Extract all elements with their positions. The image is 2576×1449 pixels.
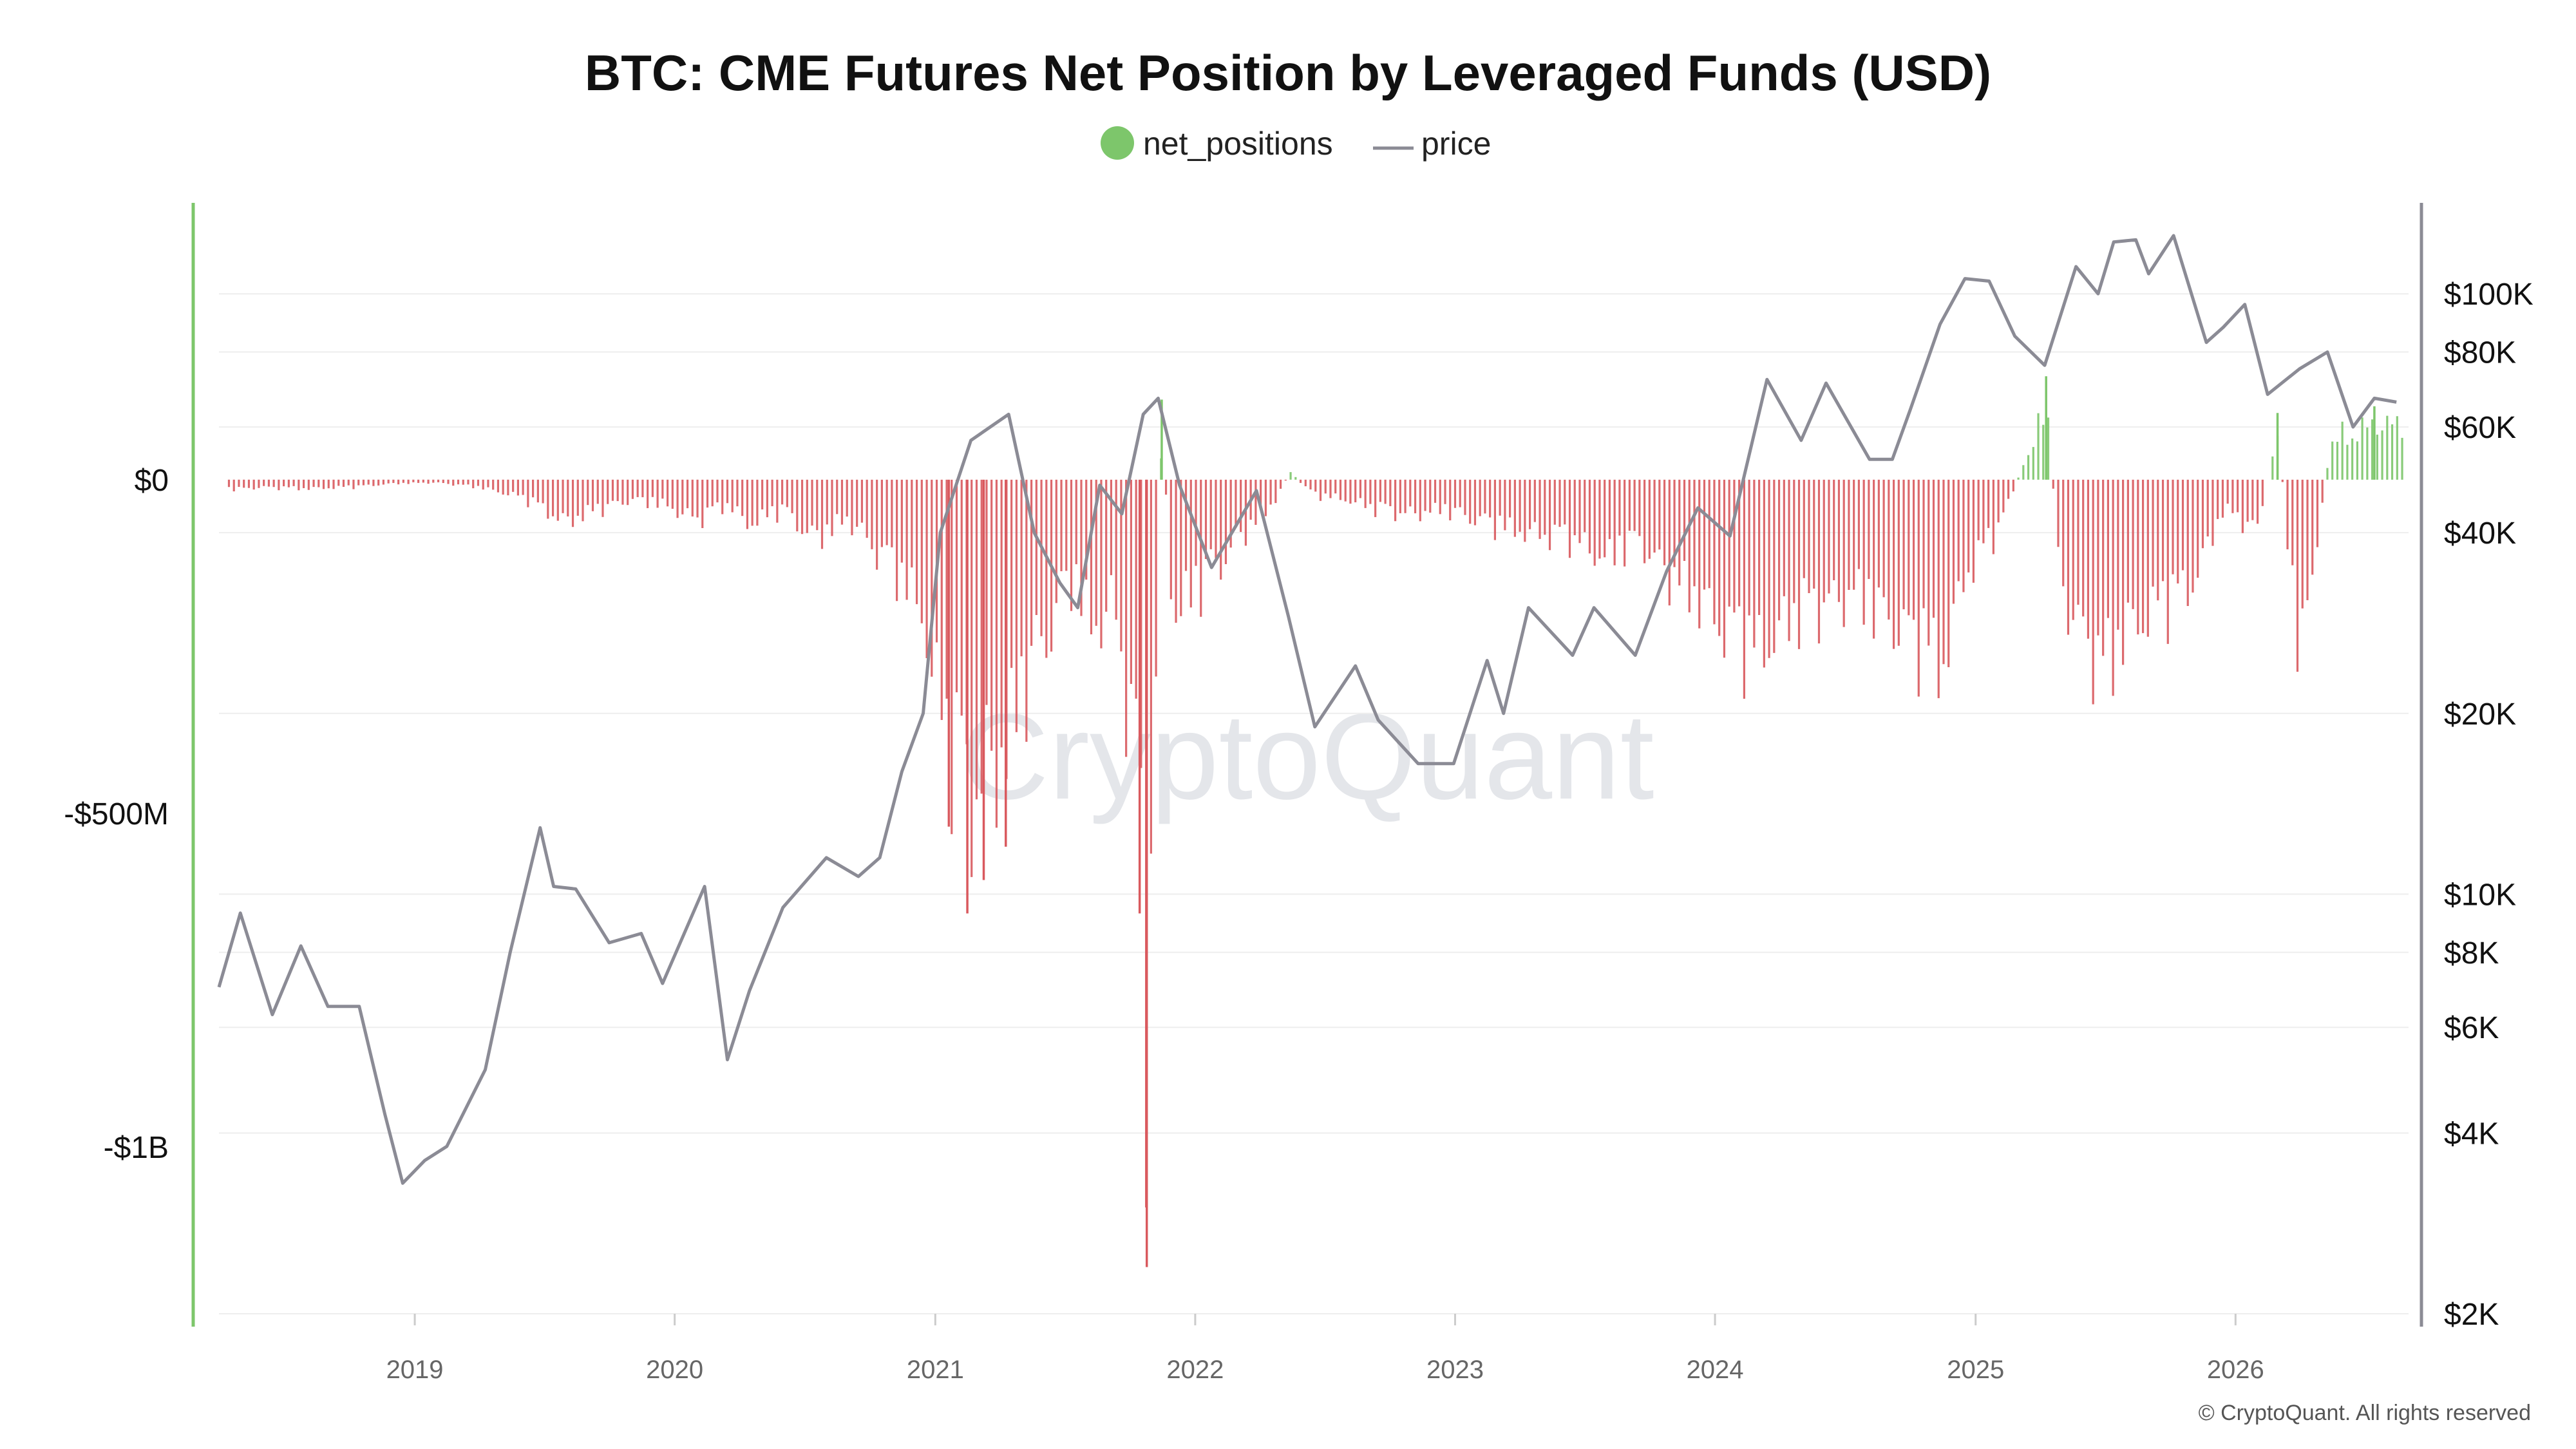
y-left-tick-label: -$500M [64,797,169,831]
y-right-tick-label: $60K [2444,411,2516,445]
legend-label-net-positions: net_positions [1143,126,1333,162]
x-tick-label: 2025 [1947,1356,2004,1384]
x-tick-label: 2020 [646,1356,703,1384]
x-tick-label: 2023 [1426,1356,1484,1384]
y-axis-left-labels: $0 -$500M -$1B [64,464,169,1165]
y-right-tick-label: $8K [2444,936,2499,971]
x-tick-label: 2022 [1166,1356,1224,1384]
gridlines [219,293,2409,1314]
copyright-text: © CryptoQuant. All rights reserved [2199,1401,2531,1425]
x-tick-label: 2024 [1687,1356,1744,1384]
y-right-tick-label: $80K [2444,336,2516,370]
y-right-tick-label: $100K [2444,278,2533,312]
legend-item-price[interactable]: price [1373,126,1491,162]
legend-label-price: price [1421,126,1491,162]
x-tick-label: 2021 [907,1356,964,1384]
y-right-tick-label: $20K [2444,697,2516,732]
y-right-tick-label: $2K [2444,1298,2499,1332]
price-line [217,234,2397,1185]
y-left-tick-label: -$1B [104,1131,169,1165]
y-right-tick-label: $6K [2444,1011,2499,1045]
x-axis-labels: 2019 2020 2021 2022 2023 2024 2025 2026 [386,1314,2264,1384]
net-positions-bars [227,376,2403,1267]
legend-dot-icon [1101,126,1134,160]
legend-item-net-positions[interactable]: net_positions [1101,126,1333,162]
y-right-tick-label: $40K [2444,516,2516,551]
watermark: CryptoQuant [960,688,1654,825]
y-right-tick-label: $4K [2444,1117,2499,1151]
chart-title: BTC: CME Futures Net Position by Leverag… [585,44,1991,101]
legend[interactable]: net_positions price [1101,126,1491,162]
x-tick-label: 2019 [386,1356,444,1384]
y-right-tick-label: $10K [2444,878,2516,912]
x-tick-label: 2026 [2207,1356,2264,1384]
y-left-tick-label: $0 [135,464,169,498]
y-axis-right-labels: $100K $80K $60K $40K $20K $10K $8K $6K $4K $2K [2444,278,2533,1332]
